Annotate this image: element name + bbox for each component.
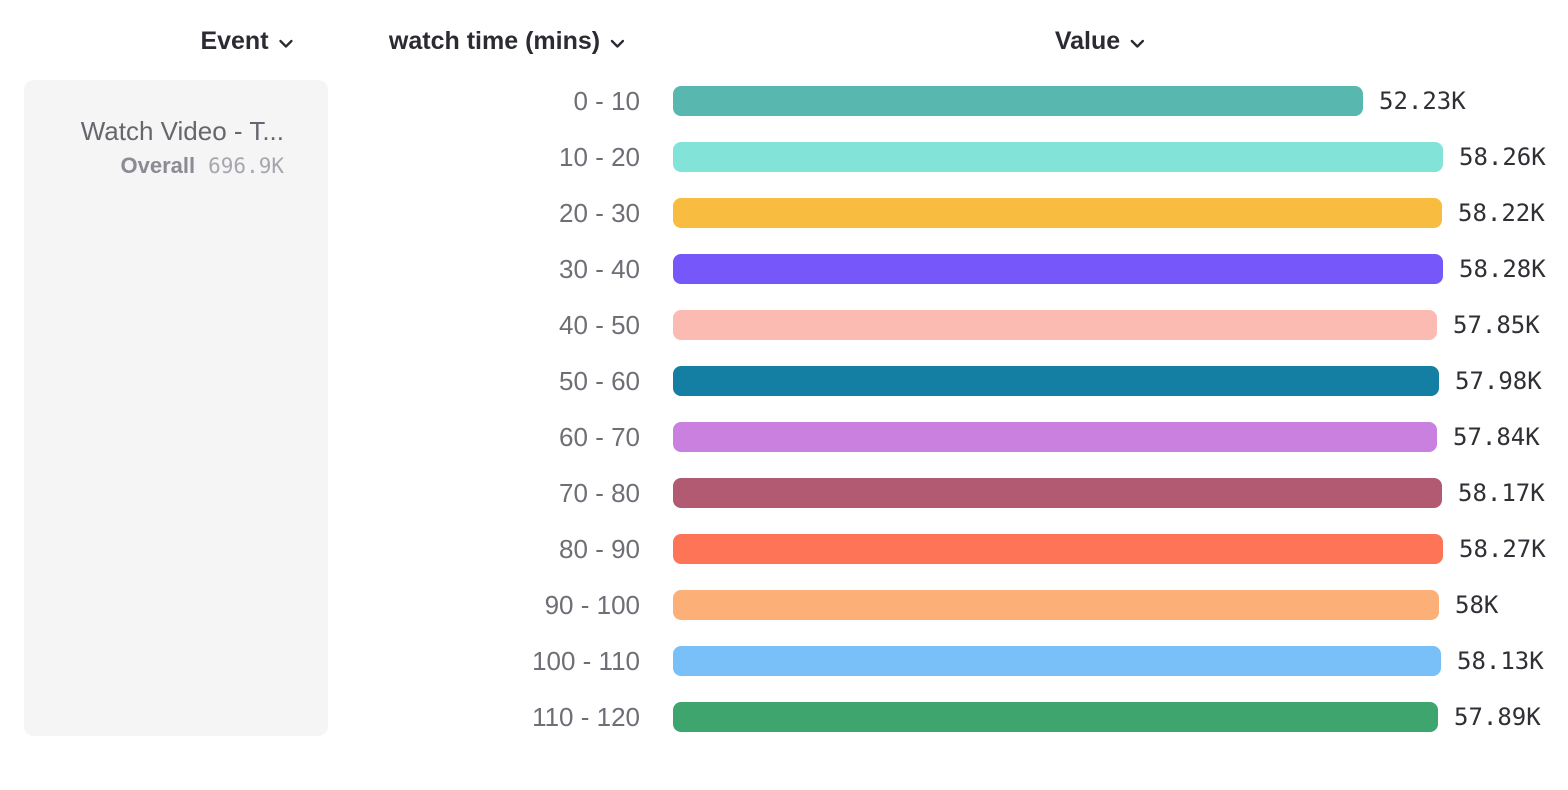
bar-value-label: 52.23K [1379, 87, 1466, 115]
bar-segment[interactable] [673, 590, 1439, 620]
chart-row: 0 - 10 52.23K [0, 86, 1568, 116]
event-overall-row: Overall 696.9K [40, 152, 284, 180]
event-column-header[interactable]: Event [200, 27, 293, 56]
bar-value-label: 58.13K [1457, 647, 1544, 675]
category-label: 0 - 10 [573, 85, 641, 116]
breakdown-column-header[interactable]: watch time (mins) [389, 27, 625, 56]
overall-label: Overall [120, 153, 196, 178]
chevron-down-icon [610, 39, 625, 48]
bar-segment[interactable] [673, 198, 1442, 228]
bar-segment[interactable] [673, 254, 1443, 284]
event-card[interactable]: Watch Video - T... Overall 696.9K [24, 80, 328, 736]
bar-value-label: 57.85K [1453, 311, 1540, 339]
bar-segment[interactable] [673, 478, 1442, 508]
chart-row: 80 - 90 58.27K [0, 534, 1568, 564]
chevron-down-icon [1131, 39, 1145, 48]
chart-row: 90 - 100 58K [0, 590, 1568, 620]
chevron-down-icon [279, 39, 293, 48]
chart-row: 40 - 50 57.85K [0, 310, 1568, 340]
category-label: 70 - 80 [559, 477, 640, 508]
bar-segment[interactable] [673, 534, 1443, 564]
category-label: 50 - 60 [559, 365, 640, 396]
bar-segment[interactable] [673, 366, 1439, 396]
category-label: 40 - 50 [559, 309, 640, 340]
bar-segment[interactable] [673, 422, 1437, 452]
chart-row: 110 - 120 57.89K [0, 702, 1568, 732]
category-label: 30 - 40 [559, 253, 640, 284]
category-label: 80 - 90 [559, 533, 640, 564]
overall-value: 696.9K [208, 154, 284, 178]
value-column-label: Value [1054, 27, 1121, 55]
chart-row: 50 - 60 57.98K [0, 366, 1568, 396]
event-column-label: Event [200, 27, 269, 55]
category-label: 100 - 110 [532, 645, 640, 676]
bar-segment[interactable] [673, 310, 1437, 340]
bar-value-label: 57.98K [1455, 367, 1542, 395]
chart-row: 30 - 40 58.28K [0, 254, 1568, 284]
category-label: 60 - 70 [559, 421, 640, 452]
chart-row: 100 - 110 58.13K [0, 646, 1568, 676]
chart-row: 70 - 80 58.17K [0, 478, 1568, 508]
chart-row: 10 - 20 58.26K [0, 142, 1568, 172]
chart-row: 20 - 30 58.22K [0, 198, 1568, 228]
category-label: 10 - 20 [559, 141, 640, 172]
bar-value-label: 57.84K [1453, 423, 1540, 451]
bar-value-label: 58K [1455, 591, 1499, 619]
bar-value-label: 58.28K [1459, 255, 1546, 283]
bar-value-label: 58.26K [1459, 143, 1546, 171]
category-label: 110 - 120 [532, 701, 640, 732]
bar-segment[interactable] [673, 646, 1441, 676]
value-column-header[interactable]: Value [1055, 27, 1145, 56]
event-title: Watch Video - T... [80, 116, 284, 146]
bar-value-label: 58.22K [1458, 199, 1545, 227]
category-label: 20 - 30 [559, 197, 640, 228]
bar-segment[interactable] [673, 142, 1443, 172]
category-label: 90 - 100 [544, 589, 640, 620]
bar-value-label: 58.17K [1458, 479, 1545, 507]
breakdown-column-label: watch time (mins) [388, 27, 601, 55]
bar-value-label: 57.89K [1454, 703, 1541, 731]
bar-segment[interactable] [673, 702, 1438, 732]
chart-row: 60 - 70 57.84K [0, 422, 1568, 452]
bar-value-label: 58.27K [1459, 535, 1546, 563]
bar-segment[interactable] [673, 86, 1363, 116]
